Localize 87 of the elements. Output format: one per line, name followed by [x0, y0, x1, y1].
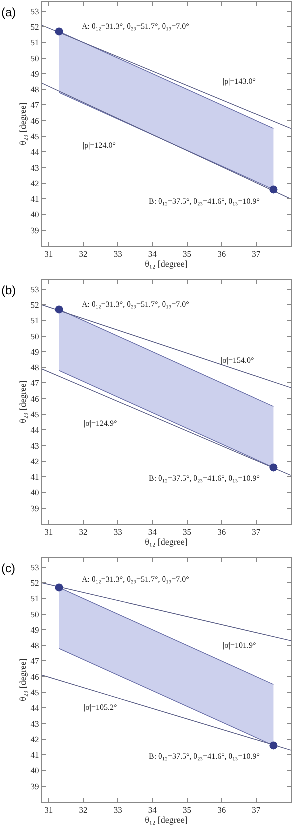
y-tick-label: 39: [30, 781, 40, 792]
chart-title: (b): [1, 283, 16, 298]
y-tick-label: 49: [30, 68, 40, 79]
x-tick-label: 31: [44, 249, 54, 260]
y-tick-label: 41: [30, 750, 40, 760]
x-tick-label: 34: [148, 527, 158, 538]
annotation: A: θ₁₂=31.3°, θ₂₃=51.7°, θ₁₃=7.0°: [82, 22, 190, 31]
y-tick-label: 47: [30, 656, 40, 666]
annotation: |ρ|=143.0°: [223, 77, 256, 86]
x-tick-label: 35: [183, 249, 192, 260]
y-tick-label: 43: [30, 440, 40, 451]
y-tick-label: 48: [30, 362, 40, 373]
x-tick-label: 35: [183, 805, 192, 816]
y-tick-label: 42: [30, 456, 40, 466]
x-axis-title: θ₁₂ [degree]: [145, 815, 188, 826]
y-tick-label: 50: [30, 331, 40, 342]
y-tick-label: 51: [30, 594, 40, 604]
y-tick-label: 46: [30, 394, 40, 404]
annotation: |σ|=124.9°: [84, 419, 118, 428]
y-tick-label: 40: [30, 210, 40, 220]
y-axis-title: θ₂₃ [degree]: [18, 380, 28, 424]
x-tick-label: 36: [218, 805, 226, 816]
y-tick-label: 40: [30, 488, 40, 498]
annotation: A: θ₁₂=31.3°, θ₂₃=51.7°, θ₁₃=7.0°: [82, 575, 190, 584]
chart-title: (a): [1, 5, 16, 20]
y-tick-label: 40: [30, 766, 40, 776]
y-tick-label: 44: [30, 425, 40, 436]
y-tick-label: 44: [30, 703, 40, 714]
x-axis-title: θ₁₂ [degree]: [145, 537, 188, 548]
y-tick-label: 42: [30, 734, 40, 744]
y-tick-label: 39: [30, 503, 40, 514]
x-axis-title: θ₁₂ [degree]: [145, 259, 188, 270]
x-tick-label: 36: [218, 527, 226, 538]
y-tick-label: 52: [30, 22, 40, 32]
x-tick-label: 31: [44, 527, 54, 538]
y-tick-label: 53: [30, 6, 40, 16]
y-tick-label: 51: [30, 316, 40, 326]
x-tick-label: 34: [148, 249, 158, 260]
y-tick-label: 49: [30, 624, 40, 635]
y-tick-label: 50: [30, 53, 40, 64]
y-tick-label: 49: [30, 346, 40, 357]
x-tick-label: 36: [218, 249, 226, 260]
annotation: |σ|=154.0°: [221, 356, 254, 365]
y-tick-label: 44: [30, 147, 40, 158]
x-tick-label: 32: [79, 805, 88, 816]
y-tick-label: 50: [30, 609, 40, 620]
annotation: B: θ₁₂=37.5°, θ₂₃=41.6°, θ₁₃=10.9°: [149, 752, 260, 761]
x-tick-label: 37: [252, 249, 261, 260]
y-tick-label: 42: [30, 178, 40, 188]
y-tick-label: 47: [30, 378, 40, 388]
y-tick-label: 45: [30, 409, 40, 420]
x-tick-label: 33: [114, 527, 122, 538]
y-tick-label: 53: [30, 284, 40, 294]
y-tick-label: 52: [30, 578, 40, 588]
y-tick-label: 53: [30, 562, 40, 572]
annotation: |σ|=105.2°: [84, 703, 118, 712]
y-tick-label: 47: [30, 100, 40, 110]
annotation: |σ|=101.9°: [223, 641, 256, 650]
x-tick-label: 32: [79, 249, 88, 260]
annotation: B: θ₁₂=37.5°, θ₂₃=41.6°, θ₁₃=10.9°: [149, 197, 260, 206]
y-tick-label: 46: [30, 116, 40, 126]
y-tick-label: 45: [30, 687, 40, 698]
y-axis-title: θ₂₃ [degree]: [18, 102, 28, 146]
y-tick-label: 45: [30, 131, 40, 142]
annotation: B: θ₁₂=37.5°, θ₂₃=41.6°, θ₁₃=10.9°: [149, 474, 260, 483]
x-tick-label: 37: [252, 527, 261, 538]
x-tick-label: 31: [44, 805, 54, 816]
annotation: |ρ|=124.0°: [83, 141, 116, 150]
y-tick-label: 41: [30, 472, 40, 482]
y-tick-label: 43: [30, 162, 40, 173]
x-tick-label: 32: [79, 527, 88, 538]
y-tick-label: 46: [30, 672, 40, 682]
x-tick-label: 35: [183, 527, 192, 538]
x-tick-label: 37: [252, 805, 261, 816]
x-tick-label: 34: [148, 805, 158, 816]
y-tick-label: 43: [30, 718, 40, 729]
y-tick-label: 48: [30, 84, 40, 95]
x-tick-label: 33: [114, 249, 122, 260]
chart-title: (c): [1, 561, 16, 576]
x-tick-label: 33: [114, 805, 122, 816]
annotation: A: θ₁₂=31.3°, θ₂₃=51.7°, θ₁₃=7.0°: [82, 300, 190, 309]
y-tick-label: 41: [30, 194, 40, 204]
y-tick-label: 39: [30, 225, 40, 236]
y-axis-title: θ₂₃ [degree]: [18, 658, 28, 702]
y-tick-label: 51: [30, 38, 40, 48]
y-tick-label: 52: [30, 300, 40, 310]
y-tick-label: 48: [30, 640, 40, 651]
